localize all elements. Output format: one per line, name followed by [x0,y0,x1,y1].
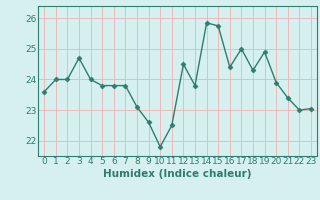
X-axis label: Humidex (Indice chaleur): Humidex (Indice chaleur) [103,169,252,179]
